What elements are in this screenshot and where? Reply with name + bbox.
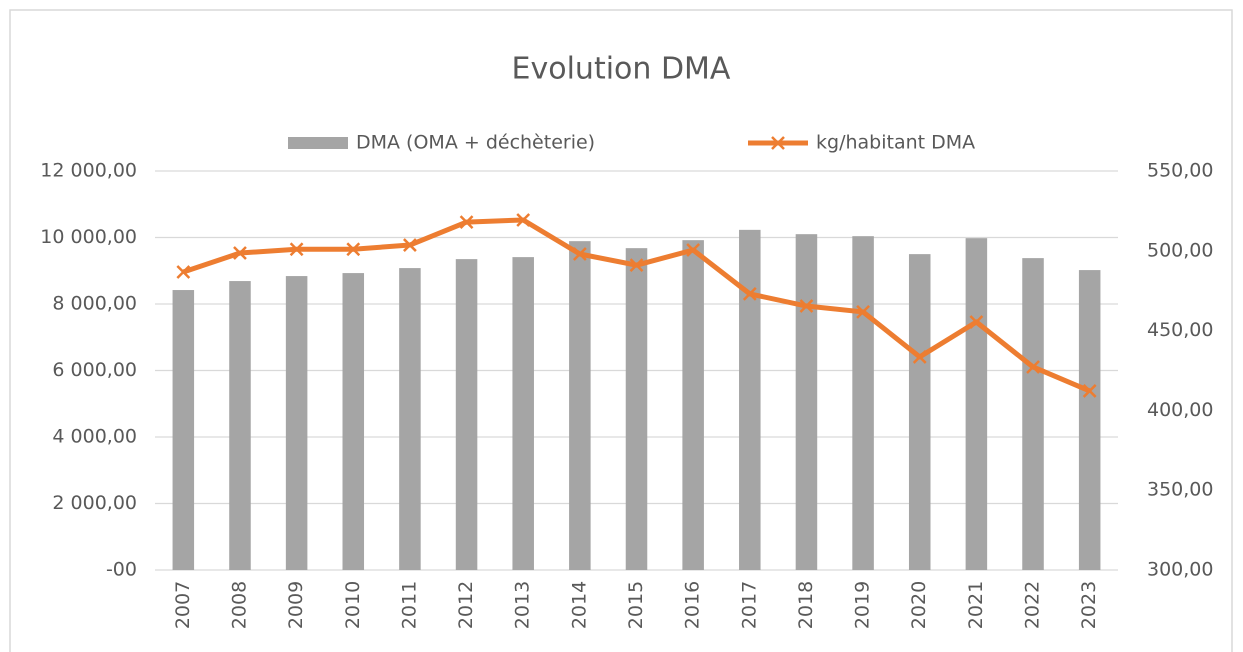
bar	[682, 240, 704, 570]
x-tick-label: 2011	[398, 581, 420, 629]
y-tick-label: -00	[106, 559, 137, 581]
x-tick-label: 2012	[455, 581, 477, 629]
x-tick-label: 2010	[342, 581, 364, 629]
y2-tick-label: 300,00	[1147, 559, 1213, 581]
bar	[455, 259, 478, 570]
bar	[795, 234, 818, 571]
bar	[399, 268, 421, 570]
line-marker	[969, 315, 984, 329]
x-tick-label: 2013	[512, 581, 534, 629]
chart-title: Evolution DMA	[512, 52, 731, 87]
y2-tick-label: 450,00	[1147, 319, 1213, 341]
y-tick-label: 12 000,00	[40, 160, 137, 182]
x-tick-label: 2020	[908, 581, 930, 629]
line-marker	[289, 242, 304, 257]
x-tick-label: 2009	[285, 581, 307, 629]
bar	[512, 257, 534, 570]
line-marker	[176, 265, 191, 279]
line-marker	[686, 243, 701, 257]
y2-tick-label: 350,00	[1147, 479, 1213, 501]
line-marker	[572, 247, 587, 261]
line-marker	[629, 258, 644, 273]
y-tick-label: 2 000,00	[52, 492, 137, 514]
y2-tick-label: 400,00	[1147, 399, 1213, 421]
x-tick-label: 2015	[625, 581, 647, 629]
line-marker	[912, 350, 927, 364]
y-tick-label: 8 000,00	[52, 293, 137, 315]
y-tick-label: 6 000,00	[52, 359, 137, 381]
y-tick-label: 10 000,00	[40, 226, 137, 248]
x-tick-label: 2019	[852, 581, 874, 629]
bar	[739, 229, 761, 571]
bar	[625, 248, 648, 570]
line-marker	[742, 287, 757, 301]
legend-swatch	[288, 137, 348, 149]
legend-swatch	[771, 136, 785, 150]
bar	[229, 281, 251, 570]
line-marker	[233, 246, 247, 260]
bar	[1022, 258, 1044, 570]
x-tick-label: 2008	[228, 581, 250, 629]
x-tick-label: 2023	[1078, 581, 1100, 629]
bar	[965, 238, 988, 571]
bar	[172, 290, 195, 570]
y-tick-label: 4 000,00	[52, 426, 137, 448]
line-marker	[1082, 384, 1097, 398]
line-marker	[516, 213, 531, 227]
line-marker	[346, 242, 361, 257]
x-tick-label: 2016	[682, 581, 704, 629]
x-tick-label: 2017	[738, 581, 760, 629]
x-tick-label: 2021	[965, 581, 987, 629]
bar	[342, 273, 365, 570]
x-tick-label: 2007	[172, 581, 194, 629]
x-tick-label: 2018	[795, 581, 817, 629]
bar	[569, 241, 591, 570]
line-marker	[799, 299, 814, 313]
y2-tick-label: 500,00	[1147, 239, 1213, 261]
x-tick-label: 2022	[1022, 581, 1044, 629]
line-marker	[459, 215, 474, 229]
bar	[908, 254, 931, 570]
x-tick-label: 2014	[568, 581, 590, 629]
line-marker	[403, 238, 417, 252]
line-marker	[856, 305, 870, 319]
y2-tick-label: 550,00	[1147, 160, 1213, 182]
bar	[852, 236, 874, 571]
legend-label: kg/habitant DMA	[816, 132, 975, 154]
bar	[285, 276, 308, 570]
line-marker	[1026, 360, 1040, 374]
bar	[1078, 270, 1101, 570]
legend-label: DMA (OMA + déchèterie)	[356, 132, 595, 154]
